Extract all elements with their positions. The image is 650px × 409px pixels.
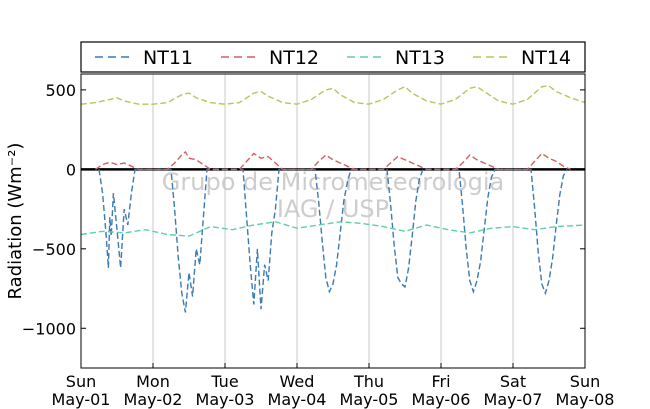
legend-label: NT14 [521,47,571,69]
legend-label: NT13 [395,47,445,69]
x-tick-label-date: May-08 [556,390,615,409]
series-nt12 [95,150,571,171]
x-tick-label-date: May-04 [268,390,327,409]
watermark-line: Grupo de Micrometeorologia [162,168,504,196]
x-tick-label-day: Sat [500,372,526,391]
series-line [80,85,586,105]
series-nt13 [80,221,586,237]
y-tick-label: −1000 [22,319,76,338]
y-tick-label: −500 [32,240,76,259]
watermark-line: IAG / USP [277,195,389,223]
x-tick-label-day: Sun [570,372,600,391]
x-tick-label-date: May-02 [124,390,183,409]
x-tick-label-date: May-06 [412,390,471,409]
series-nt11 [98,168,568,313]
x-tick-label-date: May-01 [52,390,111,409]
x-tick-label-day: Thu [353,372,384,391]
y-axis-label: Radiation (Wm⁻²) [5,143,26,300]
plot-frame [80,73,586,369]
x-tick-label-date: May-03 [196,390,255,409]
legend-label: NT11 [143,47,193,69]
x-tick-label-date: May-05 [340,390,399,409]
x-tick-label-date: May-07 [484,390,543,409]
x-tick-label-day: Mon [136,372,170,391]
x-tick-label-day: Tue [210,372,238,391]
x-tick-label-day: Wed [280,372,315,391]
x-tick-label-day: Fri [431,372,450,391]
legend: NT11 NT12 NT13 NT14 [80,41,586,73]
legend-label: NT12 [269,47,319,69]
y-tick-label: 500 [45,81,76,100]
series-line [98,168,568,313]
series-nt14 [80,85,586,105]
y-tick-label: 0 [66,160,76,179]
series-line [80,221,586,237]
x-tick-label-day: Sun [66,372,96,391]
series-line [95,150,571,171]
